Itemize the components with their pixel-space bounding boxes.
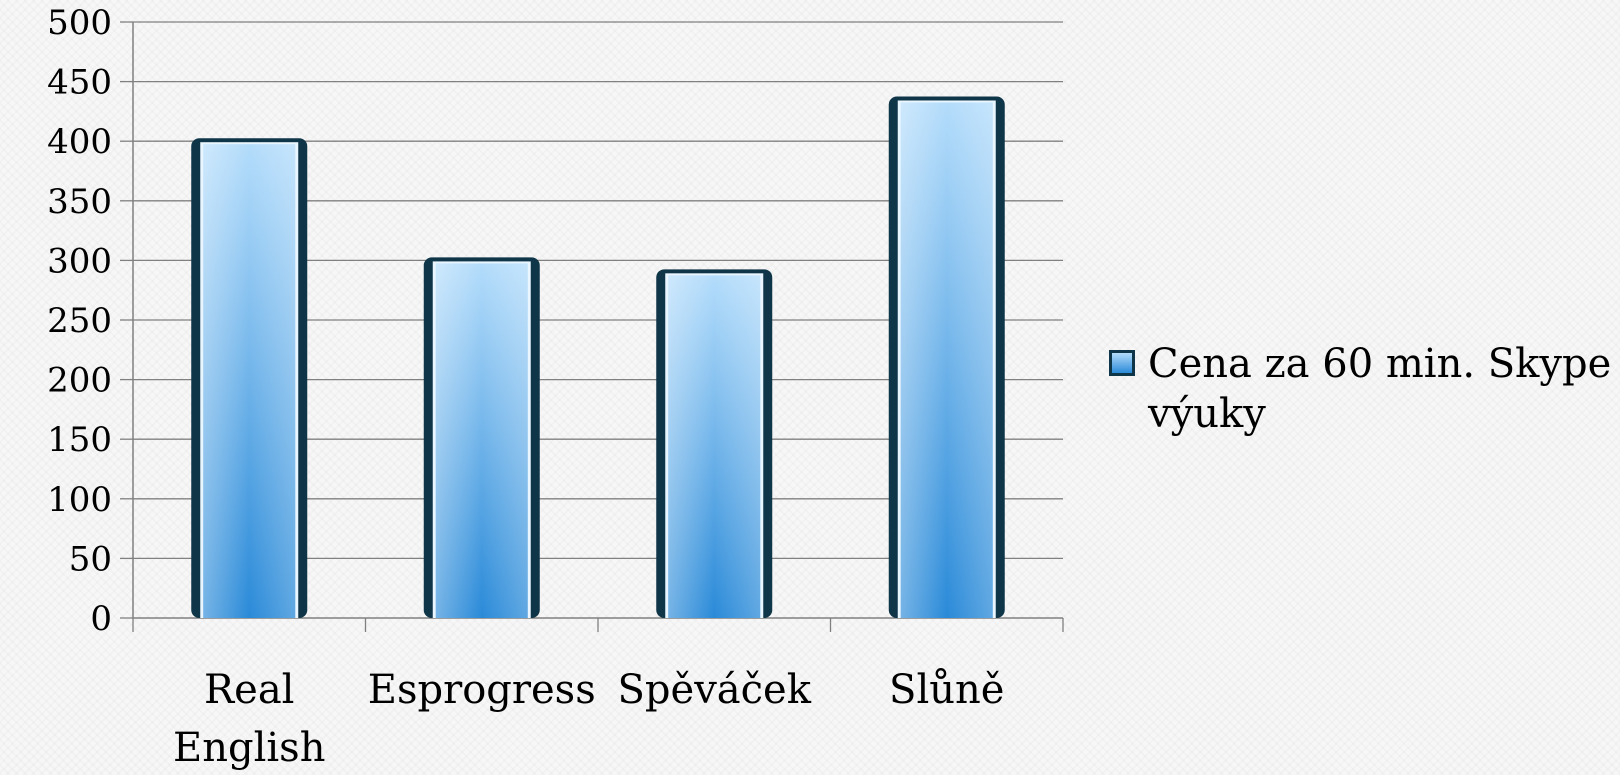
- y-tick-label: 50: [69, 539, 112, 579]
- bars: [191, 96, 1005, 619]
- x-tick-label: Spěváček: [618, 667, 812, 713]
- y-tick-label: 350: [47, 182, 112, 222]
- x-tick-label: Real English: [173, 667, 325, 771]
- legend-swatch: [1109, 350, 1135, 376]
- y-tick-label: 450: [47, 63, 112, 103]
- bar: [656, 269, 773, 618]
- legend: Cena za 60 min. Skype výuky: [1109, 341, 1611, 437]
- category-labels: Real English Esprogress Spěváček Slůně: [173, 667, 1004, 771]
- y-tick-label: 300: [47, 241, 112, 281]
- bar: [888, 96, 1005, 619]
- y-tick-label: 150: [47, 420, 112, 460]
- y-tick-label: 100: [47, 480, 112, 520]
- y-tick-label: 200: [47, 361, 112, 401]
- legend-label: Cena za 60 min. Skype výuky: [1147, 341, 1611, 437]
- y-tick-label: 0: [90, 599, 112, 639]
- x-tick-label: Slůně: [889, 667, 1004, 713]
- y-tick-labels: 0 50 100 150 200 250 300 350 400 450 500: [47, 3, 112, 639]
- bar: [423, 257, 540, 618]
- y-tick-label: 400: [47, 122, 112, 162]
- x-tick-label: Esprogress: [368, 667, 596, 713]
- y-tick-label: 250: [47, 301, 112, 341]
- y-tick-label: 500: [47, 3, 112, 43]
- bar: [191, 138, 308, 618]
